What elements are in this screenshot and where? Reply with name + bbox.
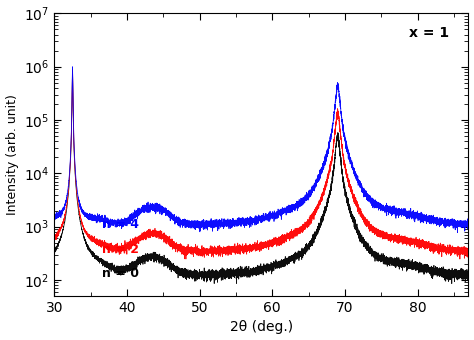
- Text: n = 0: n = 0: [101, 267, 138, 280]
- Text: n = 4: n = 4: [101, 218, 138, 231]
- Text: x = 1: x = 1: [409, 26, 449, 40]
- Y-axis label: Intensity (arb. unit): Intensity (arb. unit): [6, 94, 18, 215]
- Text: n = 2: n = 2: [101, 243, 138, 256]
- X-axis label: 2θ (deg.): 2θ (deg.): [230, 320, 293, 335]
